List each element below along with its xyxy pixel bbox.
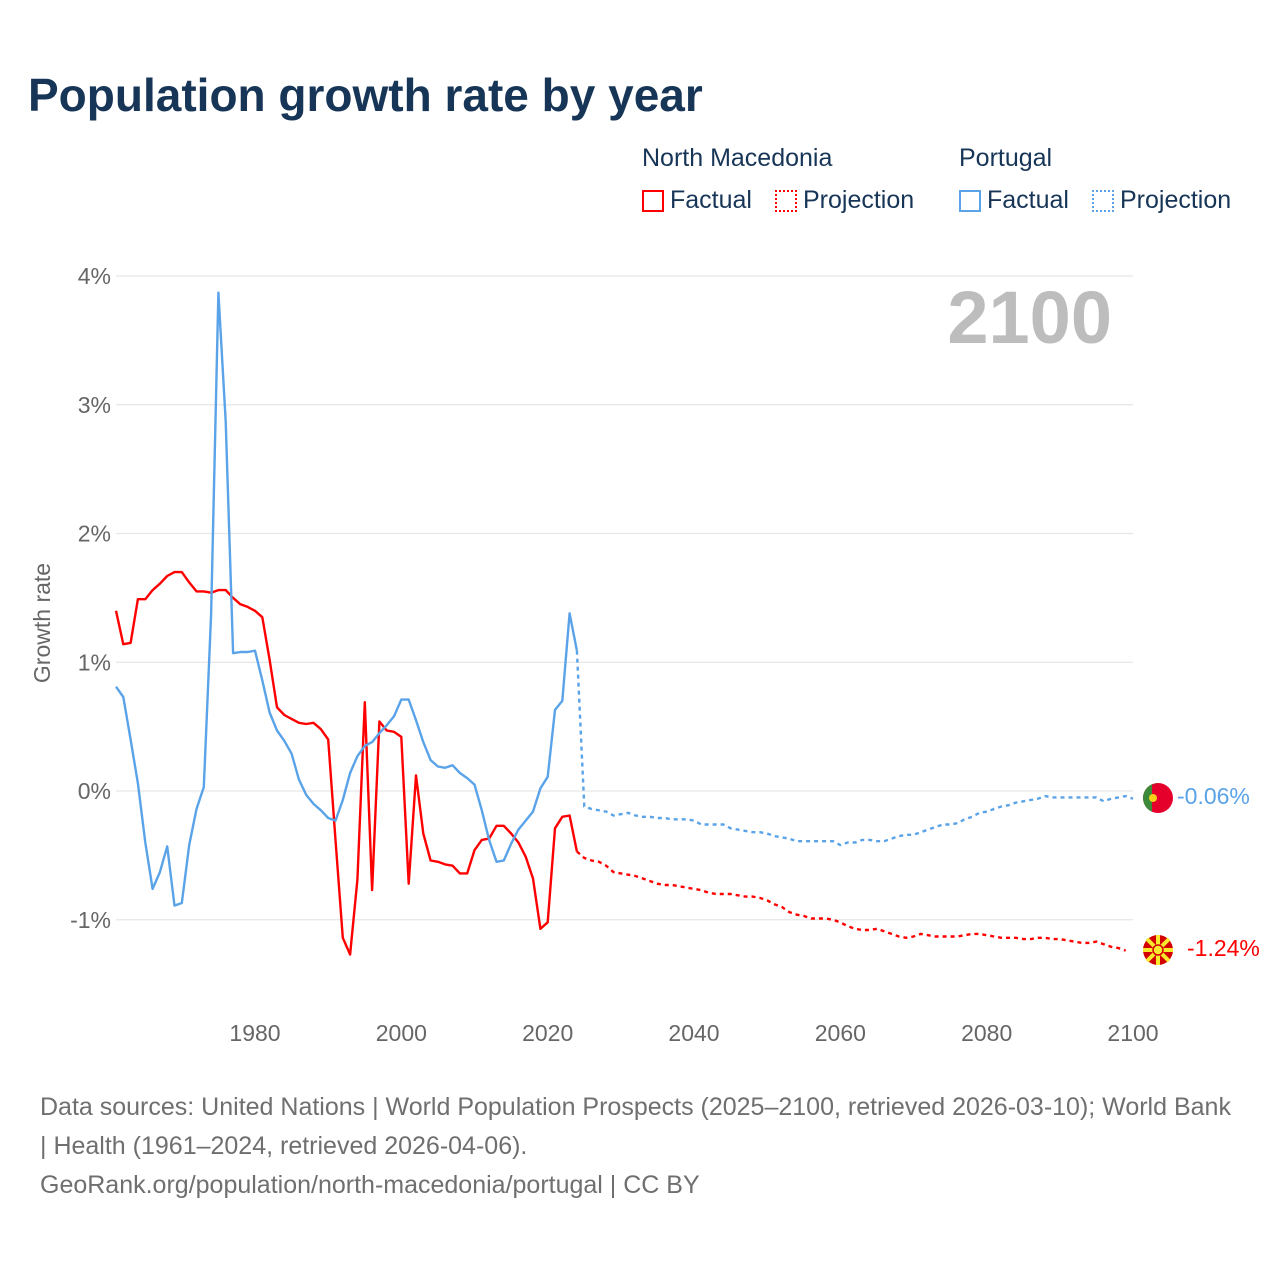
- north-macedonia-factual-line: [114, 570, 579, 956]
- x-tick-label: 2080: [961, 1020, 1012, 1046]
- y-tick-label: 2%: [78, 521, 111, 547]
- y-tick-label: 0%: [78, 778, 111, 804]
- x-tick-label: 1980: [229, 1020, 280, 1046]
- legend-label: Factual: [670, 186, 752, 214]
- legend-label: Factual: [987, 186, 1069, 214]
- x-tick-label: 2020: [522, 1020, 573, 1046]
- legend-group-portugal: Portugal: [959, 144, 1053, 172]
- portugal-projection-line: [575, 650, 1134, 847]
- legend-portugal-projection[interactable]: Projection: [1092, 186, 1231, 215]
- portugal-factual-line: [115, 291, 579, 907]
- portugal-flag-icon: [1143, 783, 1173, 813]
- legend-label: Projection: [803, 186, 915, 214]
- y-axis-label: Growth rate: [29, 563, 55, 683]
- legend-label: Projection: [1120, 186, 1232, 214]
- footer: Data sources: United Nations | World Pop…: [40, 1088, 1240, 1205]
- north-macedonia-end-label: -1.24%: [1187, 935, 1260, 961]
- portugal-end-label: -0.06%: [1177, 783, 1250, 809]
- north-macedonia-flag-icon: [1143, 935, 1173, 965]
- y-tick-label: 1%: [78, 649, 111, 675]
- year-label: 2100: [947, 276, 1112, 359]
- legend-group-north-macedonia: North Macedonia: [642, 144, 833, 172]
- legend-north-macedonia-factual[interactable]: Factual: [642, 186, 752, 215]
- chart-title: Population growth rate by year: [28, 69, 703, 121]
- x-tick-label: 2000: [376, 1020, 427, 1046]
- x-tick-label: 2060: [815, 1020, 866, 1046]
- legend-swatch-solid: [959, 189, 981, 212]
- legend-swatch-dotted: [775, 189, 797, 212]
- x-tick-label: 2040: [668, 1020, 719, 1046]
- y-tick-label: 4%: [78, 263, 111, 289]
- x-tick-label: 2100: [1107, 1020, 1158, 1046]
- legend-swatch-solid: [642, 189, 664, 212]
- legend-swatch-dotted: [1092, 189, 1114, 212]
- north-macedonia-projection-line: [576, 850, 1127, 952]
- attribution-link[interactable]: GeoRank.org/population/north-macedonia/p…: [40, 1171, 700, 1199]
- legend-north-macedonia-projection[interactable]: Projection: [775, 186, 914, 215]
- data-sources: Data sources: United Nations | World Pop…: [40, 1093, 1231, 1160]
- y-tick-label: 3%: [78, 392, 111, 418]
- y-tick-label: -1%: [70, 907, 111, 933]
- legend-portugal-factual[interactable]: Factual: [959, 186, 1069, 215]
